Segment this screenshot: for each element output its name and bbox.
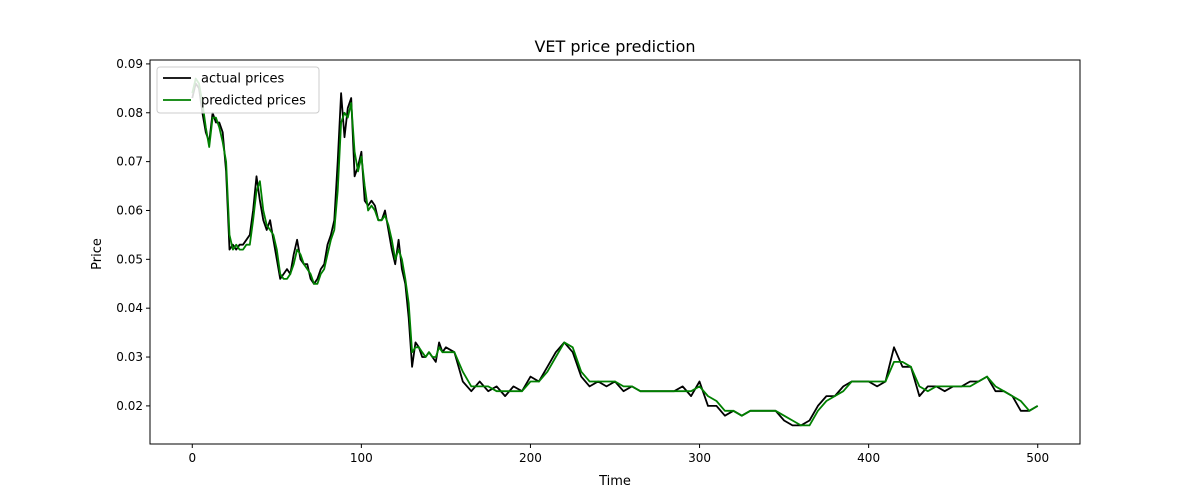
y-tick-label: 0.07 xyxy=(116,155,143,169)
x-tick-label: 400 xyxy=(857,451,880,465)
chart-title: VET price prediction xyxy=(534,37,695,56)
x-axis-label: Time xyxy=(598,474,631,489)
x-tick-label: 0 xyxy=(188,451,196,465)
legend-predicted-label: predicted prices xyxy=(201,94,306,109)
y-axis-ticks: 0.02 0.03 0.04 0.05 0.06 0.07 0.08 0.09 xyxy=(116,57,150,413)
legend: actual prices predicted prices xyxy=(156,66,320,114)
predicted-prices-line xyxy=(191,77,1039,427)
plot-frame xyxy=(149,59,1081,445)
y-tick-label: 0.08 xyxy=(116,106,143,120)
y-tick-label: 0.03 xyxy=(116,350,143,364)
legend-actual-label: actual prices xyxy=(201,72,285,87)
x-tick-label: 100 xyxy=(350,451,373,465)
y-tick-label: 0.06 xyxy=(116,203,143,217)
y-tick-label: 0.05 xyxy=(116,252,143,266)
y-tick-label: 0.09 xyxy=(116,57,143,71)
x-tick-label: 300 xyxy=(688,451,711,465)
legend-box xyxy=(156,66,320,114)
x-axis-ticks: 0 100 200 300 400 500 xyxy=(188,444,1049,465)
y-tick-label: 0.02 xyxy=(116,399,143,413)
x-tick-label: 500 xyxy=(1026,451,1049,465)
y-tick-label: 0.04 xyxy=(116,301,143,315)
y-axis-label: Price xyxy=(90,238,105,270)
x-tick-label: 200 xyxy=(519,451,542,465)
series-layer xyxy=(191,77,1039,427)
